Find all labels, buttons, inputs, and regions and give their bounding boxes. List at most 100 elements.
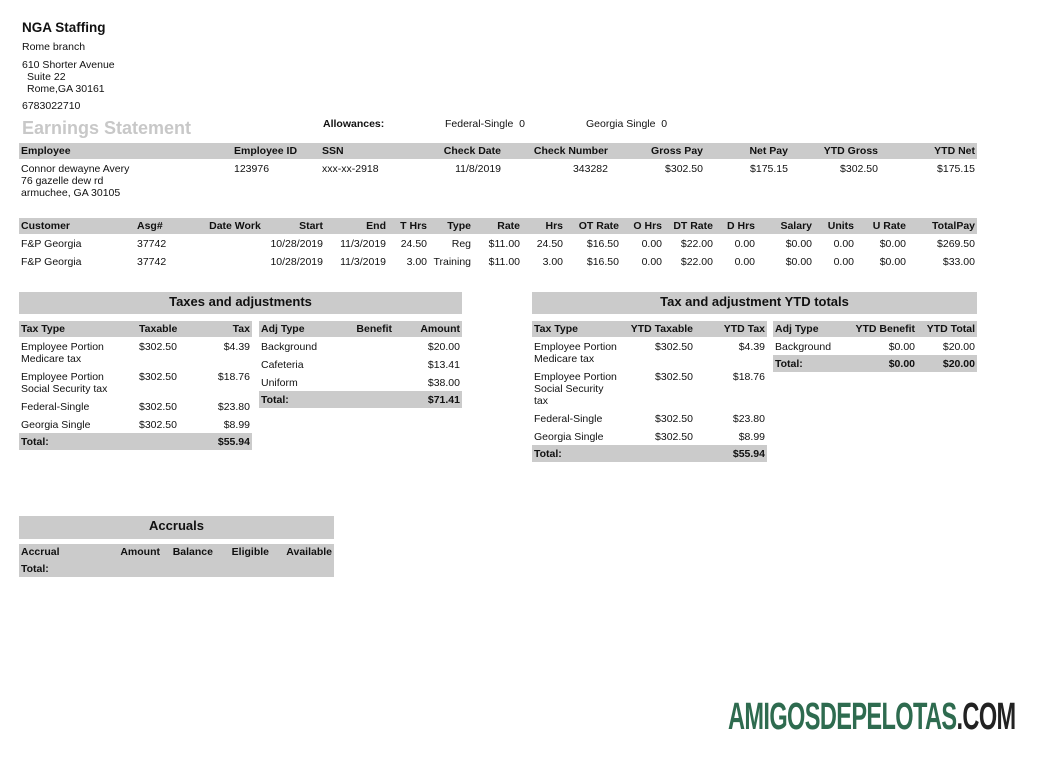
table-cell: $18.76 xyxy=(217,371,250,383)
table-row: Employee Portion Medicare tax $302.50 $4.3… xyxy=(532,337,767,367)
column-header: Adj Type xyxy=(259,321,339,337)
table-row: Federal-Single $302.50 $23.80 xyxy=(19,397,252,415)
work-cell: $269.50 xyxy=(937,238,975,250)
column-header: Employee ID xyxy=(232,143,320,159)
column-header: YTD Taxable xyxy=(620,321,695,337)
watermark-tld-text: .COM xyxy=(956,696,1016,738)
ytd-net: $175.15 xyxy=(937,163,975,175)
total-cell: $20.00 xyxy=(917,355,977,372)
table-cell: $38.00 xyxy=(427,377,460,389)
work-cell: $0.00 xyxy=(879,238,906,250)
table-row: Cafeteria $13.41 xyxy=(259,355,462,373)
work-cell: $11.00 xyxy=(488,238,520,250)
work-row: F&P Georgia 37742 10/28/2019 11/3/2019 3.00 T… xyxy=(19,252,977,270)
employee-id: 123976 xyxy=(234,163,270,175)
work-cell: 3.00 xyxy=(542,256,563,268)
check-number: 343282 xyxy=(572,163,608,175)
column-header: Balance xyxy=(162,544,215,560)
total-cell: Total: xyxy=(19,433,137,450)
employee-street: 76 gazelle dew rd xyxy=(21,175,104,187)
table-cell xyxy=(339,337,394,355)
total-cell: $71.41 xyxy=(394,391,462,408)
work-cell: $22.00 xyxy=(680,238,713,250)
accruals-table: Accrual Amount Balance Eligible Available To… xyxy=(19,544,334,577)
work-cell: 24.50 xyxy=(400,238,427,250)
employee-table: Employee Employee ID SSN Check Date Check Nu… xyxy=(19,143,977,201)
header-row: Adj Type Benefit Amount xyxy=(259,321,462,337)
employee-city: armuchee, GA 30105 xyxy=(21,187,121,199)
work-cell: $0.00 xyxy=(785,256,812,268)
work-cell: F&P Georgia xyxy=(21,256,82,268)
table-cell: $23.80 xyxy=(217,401,250,413)
column-header: Gross Pay xyxy=(610,143,705,159)
allowance-state: Georgia Single 0 xyxy=(586,118,668,130)
column-header: Tax Type xyxy=(19,321,137,337)
work-cell: 0.00 xyxy=(641,238,662,250)
work-cell: 10/28/2019 xyxy=(270,238,323,250)
column-header: Check Number xyxy=(503,143,610,159)
total-row: Total: $55.94 xyxy=(19,433,252,450)
work-row: F&P Georgia 37742 10/28/2019 11/3/2019 24.50… xyxy=(19,234,977,252)
total-row: Total: $71.41 xyxy=(259,391,462,408)
table-cell: $23.80 xyxy=(732,413,765,425)
table-cell: $4.39 xyxy=(223,341,250,353)
taxes-table: Tax Type Taxable Tax Employee Portion Medic… xyxy=(19,321,252,450)
work-cell: 0.00 xyxy=(734,256,755,268)
table-row: Georgia Single $302.50 $8.99 xyxy=(532,427,767,445)
ytd-section-title: Tax and adjustment YTD totals xyxy=(532,292,977,314)
table-cell: $302.50 xyxy=(139,419,177,431)
work-cell: $16.50 xyxy=(586,238,619,250)
table-cell: $302.50 xyxy=(655,341,693,353)
work-cell: $16.50 xyxy=(586,256,619,268)
table-cell: Georgia Single xyxy=(534,431,604,443)
work-cell: $0.00 xyxy=(879,256,906,268)
column-header: Accrual xyxy=(19,544,110,560)
total-cell: $55.94 xyxy=(187,433,252,450)
column-header: TotalPay xyxy=(908,218,977,234)
column-header: SSN xyxy=(320,143,400,159)
work-cell: 11/3/2019 xyxy=(340,256,386,268)
total-cell: $0.00 xyxy=(840,355,917,372)
company-address-line3: Rome,GA 30161 xyxy=(27,83,105,95)
table-cell: Employee Portion Social Security tax xyxy=(534,371,617,407)
table-cell: $302.50 xyxy=(655,431,693,443)
column-header: DT Rate xyxy=(664,218,715,234)
total-cell: Total: xyxy=(532,445,620,462)
column-header: Amount xyxy=(110,544,162,560)
table-cell: $18.76 xyxy=(732,371,765,383)
table-cell: $4.39 xyxy=(738,341,765,353)
employee-name: Connor dewayne Avery xyxy=(21,163,130,175)
column-header: Taxable xyxy=(137,321,187,337)
work-cell: Reg xyxy=(451,238,471,250)
column-header: Available xyxy=(271,544,334,560)
total-cell xyxy=(339,391,394,408)
table-row: Background $0.00 $20.00 xyxy=(773,337,977,355)
work-cell: $0.00 xyxy=(785,238,812,250)
adjustments-table: Adj Type Benefit Amount Background $20.00 Caf… xyxy=(259,321,462,408)
table-cell: $8.99 xyxy=(738,431,765,443)
column-header: OT Rate xyxy=(565,218,621,234)
column-header: Adj Type xyxy=(773,321,840,337)
check-date: 11/8/2019 xyxy=(455,163,501,175)
total-cell: $55.94 xyxy=(695,445,767,462)
table-cell: $302.50 xyxy=(139,401,177,413)
work-cell: 3.00 xyxy=(406,256,427,268)
column-header: YTD Benefit xyxy=(840,321,917,337)
table-cell: Georgia Single xyxy=(21,419,91,431)
work-cell: 0.00 xyxy=(734,238,755,250)
table-row: Background $20.00 xyxy=(259,337,462,355)
table-row: Uniform $38.00 xyxy=(259,373,462,391)
company-address-line2: Suite 22 xyxy=(27,71,66,83)
column-header: Date Work xyxy=(205,218,265,234)
table-cell: $20.00 xyxy=(427,341,460,353)
table-row: Employee Portion Social Security tax $302… xyxy=(532,367,767,409)
employee-header-row: Employee Employee ID SSN Check Date Check Nu… xyxy=(19,143,977,159)
table-cell: Employee Portion Social Security tax xyxy=(21,371,108,395)
total-row: Total: $0.00 $20.00 xyxy=(773,355,977,372)
column-header: Tax xyxy=(187,321,252,337)
work-cell: 0.00 xyxy=(833,256,854,268)
ytd-gross: $302.50 xyxy=(840,163,878,175)
table-cell xyxy=(339,373,394,391)
column-header: T Hrs xyxy=(388,218,429,234)
